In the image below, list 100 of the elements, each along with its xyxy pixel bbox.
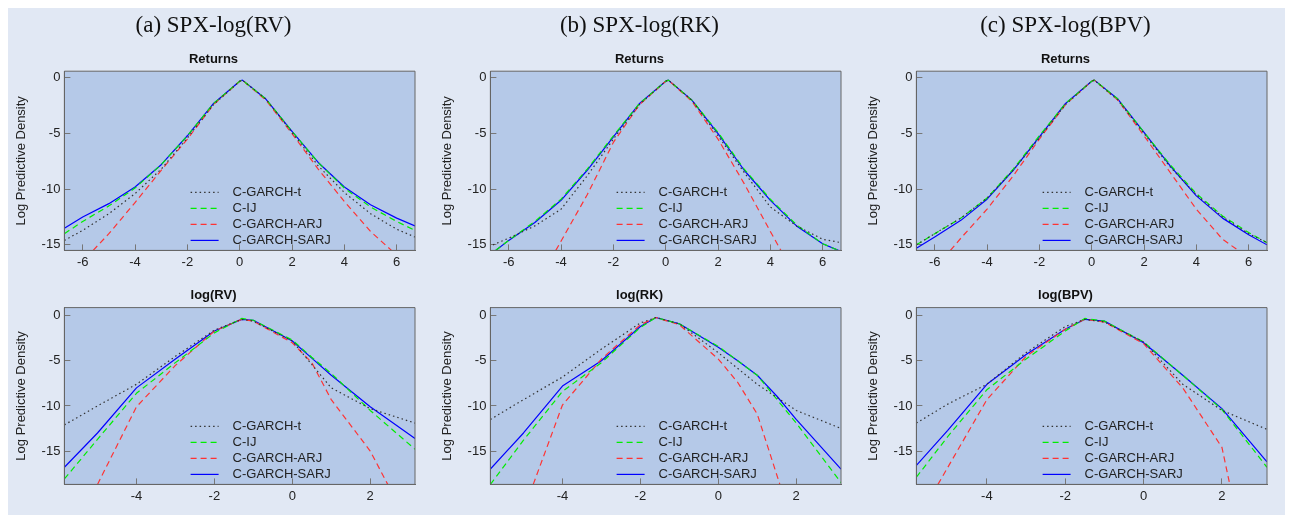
- legend-label: C-GARCH-SARJ: [232, 231, 331, 247]
- y-tick-label: -10: [893, 397, 913, 412]
- y-axis-title: Log Predictive Density: [13, 330, 29, 461]
- legend-label: C-GARCH-SARJ: [658, 231, 757, 247]
- legend-label: C-GARCH-t: [1084, 183, 1154, 199]
- x-tick-label: 0: [288, 487, 296, 503]
- x-tick-label: -2: [607, 253, 620, 269]
- chart-title: log(BPV): [1038, 286, 1093, 302]
- legend-label: C-IJ: [232, 199, 257, 215]
- legend-label: C-GARCH-SARJ: [1084, 465, 1183, 481]
- y-tick-label: 0: [479, 69, 487, 85]
- legend-label: C-GARCH-SARJ: [232, 465, 331, 481]
- x-tick-label: 0: [662, 253, 670, 269]
- x-tick-label: 6: [819, 253, 827, 269]
- x-tick-label: -2: [634, 487, 647, 503]
- y-tick-label: -15: [41, 236, 61, 252]
- chart-title: log(RV): [190, 286, 237, 302]
- chart-title: (c) SPX-log(BPV): [980, 11, 1151, 37]
- legend-label: C-GARCH-t: [658, 417, 728, 433]
- x-tick-label: -4: [556, 487, 569, 503]
- x-tick-label: 6: [1245, 253, 1253, 269]
- y-axis-title: Log Predictive Density: [13, 95, 29, 226]
- x-tick-label: 0: [236, 253, 244, 269]
- line-series: [555, 79, 782, 251]
- x-tick-label: 0: [1088, 253, 1096, 269]
- y-tick-label: -15: [467, 442, 487, 458]
- y-tick-label: -5: [474, 351, 487, 367]
- x-tick-label: -2: [1033, 253, 1046, 269]
- legend-label: C-GARCH-ARJ: [1084, 449, 1175, 465]
- legend-label: C-GARCH-ARJ: [232, 449, 323, 465]
- x-tick-label: 2: [1140, 253, 1148, 269]
- x-tick-label: -4: [130, 487, 143, 503]
- y-axis-title: Log Predictive Density: [439, 95, 455, 226]
- x-tick-label: 0: [1139, 487, 1148, 503]
- legend-label: C-GARCH-t: [1084, 417, 1154, 433]
- legend-label: C-IJ: [1084, 433, 1109, 449]
- y-tick-label: 0: [479, 306, 487, 322]
- legend-label: C-GARCH-ARJ: [232, 215, 323, 231]
- y-tick-label: -15: [893, 236, 913, 252]
- y-tick-label: -10: [41, 180, 61, 196]
- line-series: [96, 318, 389, 484]
- chart-subtitle: Returns: [614, 50, 665, 66]
- y-tick-label: -10: [893, 180, 913, 196]
- legend-label: C-IJ: [1084, 199, 1109, 215]
- legend-label: C-GARCH-t: [232, 183, 302, 199]
- y-tick-label: -10: [41, 397, 61, 412]
- legend-label: C-IJ: [658, 199, 683, 215]
- chart-subtitle: Returns: [188, 50, 239, 66]
- x-tick-label: -6: [76, 253, 89, 269]
- x-tick-label: 6: [393, 253, 401, 269]
- chart-subtitle: Returns: [1040, 50, 1091, 66]
- x-tick-label: -4: [981, 487, 993, 503]
- y-tick-label: -10: [467, 397, 487, 412]
- x-tick-label: 4: [766, 253, 774, 269]
- x-tick-label: -2: [1059, 487, 1072, 503]
- x-tick-label: 2: [366, 487, 374, 503]
- line-series: [916, 318, 1267, 430]
- line-series: [490, 316, 841, 429]
- chart-title: (b) SPX-log(RK): [559, 11, 720, 37]
- y-tick-label: -10: [467, 180, 487, 196]
- x-tick-label: 2: [1218, 487, 1226, 503]
- y-tick-label: -5: [48, 351, 61, 367]
- x-tick-label: 0: [714, 487, 722, 503]
- y-tick-label: 0: [905, 69, 913, 85]
- x-tick-label: -6: [928, 253, 941, 269]
- y-tick-label: 0: [53, 69, 61, 85]
- chart-title: log(RK): [616, 286, 663, 302]
- y-tick-label: 0: [905, 306, 913, 322]
- legend-label: C-GARCH-ARJ: [658, 449, 749, 465]
- legend-label: C-GARCH-ARJ: [1084, 215, 1175, 231]
- chart-title: (a) SPX-log(RV): [135, 11, 292, 37]
- y-tick-label: -15: [41, 442, 61, 458]
- y-tick-label: -5: [900, 125, 913, 141]
- legend-label: C-GARCH-SARJ: [1084, 231, 1183, 247]
- y-axis-title: Log Predictive Density: [439, 330, 455, 461]
- y-tick-label: -5: [474, 125, 487, 141]
- x-tick-label: -4: [981, 253, 993, 269]
- legend-label: C-GARCH-SARJ: [658, 465, 757, 481]
- y-tick-label: -5: [48, 125, 61, 141]
- x-tick-label: 2: [792, 487, 800, 503]
- x-tick-label: 4: [340, 253, 348, 269]
- line-series: [937, 318, 1231, 484]
- x-tick-label: -2: [181, 253, 194, 269]
- x-tick-label: -4: [555, 253, 567, 269]
- x-tick-label: -6: [502, 253, 515, 269]
- legend-label: C-GARCH-ARJ: [658, 215, 749, 231]
- legend-label: C-GARCH-t: [232, 417, 302, 433]
- y-axis-title: Log Predictive Density: [865, 95, 881, 226]
- x-tick-label: 2: [714, 253, 722, 269]
- legend-label: C-IJ: [232, 433, 257, 449]
- y-tick-label: -5: [900, 351, 913, 367]
- x-tick-label: -2: [208, 487, 221, 503]
- y-tick-label: -15: [467, 236, 487, 252]
- y-axis-title: Log Predictive Density: [865, 330, 881, 461]
- y-tick-label: -15: [893, 442, 913, 458]
- x-tick-label: 4: [1192, 253, 1200, 269]
- y-tick-label: 0: [53, 306, 61, 322]
- line-series: [532, 316, 781, 484]
- x-tick-label: 2: [288, 253, 296, 269]
- line-series: [949, 79, 1239, 251]
